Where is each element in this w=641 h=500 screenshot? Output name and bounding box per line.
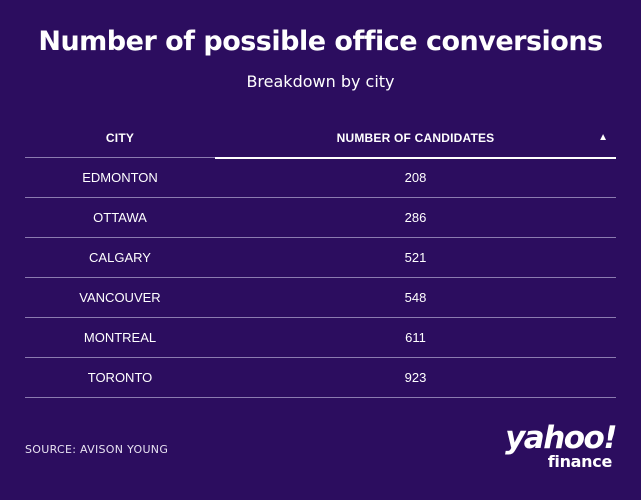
table-header-row: CITY NUMBER OF CANDIDATES ▲ <box>25 118 616 159</box>
table-row: VANCOUVER 548 <box>25 278 616 318</box>
table-row: OTTAWA 286 <box>25 198 616 238</box>
city-cell: OTTAWA <box>93 210 147 225</box>
table-body: EDMONTON 208 OTTAWA 286 CALGARY 521 VANCOUVER 5… <box>25 158 616 398</box>
column-header-number-of-candidates[interactable]: NUMBER OF CANDIDATES <box>336 131 495 145</box>
header-divider <box>25 157 215 158</box>
logo-brand-text: yahoo! <box>505 420 617 456</box>
candidates-count-cell: 548 <box>404 290 427 305</box>
page-subtitle: Breakdown by city <box>246 72 395 91</box>
sorted-column-underline <box>215 157 616 159</box>
candidates-table: CITY NUMBER OF CANDIDATES ▲ EDMONTON 208 O… <box>25 118 616 398</box>
candidates-count-cell: 208 <box>404 170 427 185</box>
city-cell: MONTREAL <box>83 330 157 345</box>
table-row: TORONTO 923 <box>25 358 616 398</box>
yahoo-finance-logo: yahoo! finance <box>494 420 617 478</box>
source-note: SOURCE: AVISON YOUNG <box>25 443 169 456</box>
table-row: MONTREAL 611 <box>25 318 616 358</box>
candidates-count-cell: 923 <box>404 370 427 385</box>
page-title: Number of possible office conversions <box>38 26 603 57</box>
city-cell: VANCOUVER <box>79 290 161 305</box>
candidates-count-cell: 521 <box>404 250 427 265</box>
sort-ascending-icon[interactable]: ▲ <box>598 132 608 143</box>
city-cell: TORONTO <box>87 370 153 385</box>
candidates-count-cell: 286 <box>404 210 427 225</box>
logo-product-text: finance <box>547 452 613 471</box>
table-row: EDMONTON 208 <box>25 158 616 198</box>
candidates-count-cell: 611 <box>405 330 426 345</box>
table-row: CALGARY 521 <box>25 238 616 278</box>
city-cell: EDMONTON <box>82 170 158 185</box>
column-header-city[interactable]: CITY <box>105 131 135 145</box>
city-cell: CALGARY <box>89 250 151 265</box>
